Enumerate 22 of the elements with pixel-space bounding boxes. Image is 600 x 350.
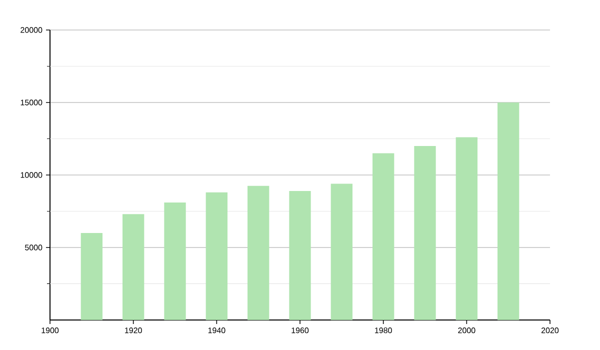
x-tick-label: 2020: [542, 328, 559, 334]
bar: [372, 153, 394, 320]
y-tick-label: 5000: [24, 244, 42, 250]
bar: [289, 190, 311, 320]
x-tick-label: 1940: [208, 328, 226, 334]
x-tick-label: 2000: [458, 328, 476, 334]
y-tick-label: 10000: [20, 172, 42, 178]
bar: [248, 186, 270, 320]
bar: [330, 184, 352, 320]
y-tick-label: 20000: [20, 27, 42, 33]
x-tick-label: 1900: [42, 328, 59, 334]
bar: [414, 146, 436, 320]
y-tick-label: 15000: [20, 100, 42, 106]
bar: [206, 192, 228, 320]
x-tick-label: 1920: [125, 328, 142, 334]
bar: [122, 214, 144, 320]
bar: [497, 102, 520, 320]
x-tick-label: 1980: [375, 328, 392, 334]
bar: [164, 202, 186, 320]
bar: [456, 137, 478, 320]
x-tick-label: 1960: [292, 328, 309, 334]
bar: [80, 232, 103, 320]
